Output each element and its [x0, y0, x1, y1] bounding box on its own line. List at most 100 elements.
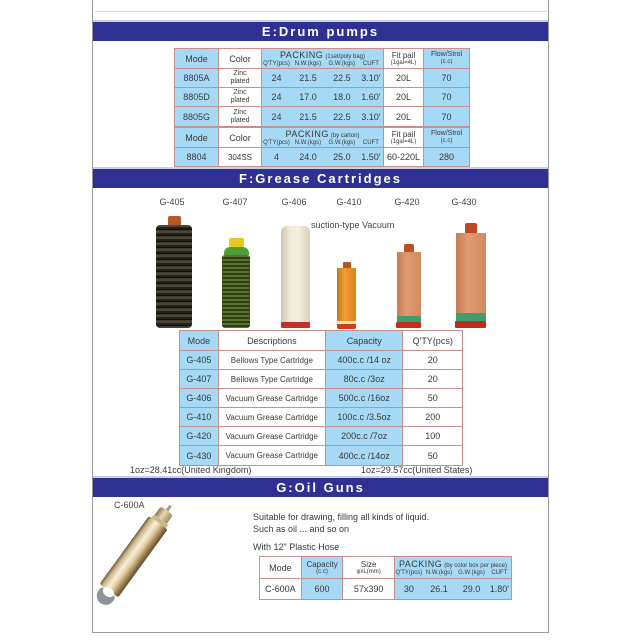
header-mode: Mode [175, 128, 219, 147]
product-label-g420: G-420 [394, 197, 420, 207]
cell-mode: G-430 [180, 446, 219, 465]
header-color: Color [219, 49, 262, 68]
cartridge-g405-image [156, 216, 192, 328]
header-packing: PACKING (by carton) Q'TY(pcs) N.W.(kgs) G… [262, 128, 384, 147]
header-descriptions: Descriptions [219, 331, 326, 350]
cell-description: Bellows Type Cartridge [219, 370, 326, 388]
oil-guns-table: Mode Capacity (c.c) Size φxL(mm) PACKING (b… [259, 556, 512, 600]
table-header-row: Mode Color PACKING (1set/poly bag) Q'TY(p… [175, 49, 469, 69]
desc-line: Suitable for drawing, filling all kinds … [253, 512, 430, 522]
cartridge-base [281, 322, 310, 328]
cartridge-g430-image [455, 223, 486, 328]
cell-flow: 70 [424, 88, 469, 106]
cell-description: Vacuum Grease Cartridge [219, 446, 326, 465]
oil-gun-model-label: C-600A [114, 500, 145, 510]
cell-description: Vacuum Grease Cartridge [219, 408, 326, 426]
cartridge-body [281, 226, 310, 322]
cell-capacity: 80c.c /3oz [325, 370, 404, 388]
desc-line: Such as oil ... and so on [253, 524, 350, 534]
oz-conversion-uk: 1oz=28.41cc(United Kingdom) [130, 465, 252, 475]
table-header-row: Mode Descriptions Capacity Q'TY(pcs) [180, 331, 462, 351]
table-row: 8805A Zinc plated 24 21.5 22.5 3.10' 20L … [175, 69, 469, 88]
cell-size: 57x390 [343, 579, 395, 599]
table-header-row: Mode Color PACKING (by carton) Q'TY(pcs) … [175, 128, 469, 148]
packing-col-nw: N.W.(kgs) [294, 60, 322, 67]
cartridge-cap [228, 238, 244, 247]
header-mode: Mode [180, 331, 219, 350]
cell-flow: 70 [424, 107, 469, 126]
cell-mode: G-405 [180, 351, 219, 369]
catalog-page: E:Drum pumps Mode Color PACKING (1set/pol… [92, 0, 549, 633]
cell-mode: G-410 [180, 408, 219, 426]
header-flow: Flow/Strol (c.c) [424, 49, 469, 68]
cell-description: Vacuum Grease Cartridge [219, 389, 326, 407]
section-header-oil-guns: G:Oil Guns [93, 476, 548, 497]
header-flow: Flow/Strol (c.c) [424, 128, 469, 147]
cartridge-cap [167, 216, 181, 225]
cell-fit-pail: 20L [384, 69, 424, 87]
table-row: G-406 Vacuum Grease Cartridge 500c.c /16… [180, 389, 462, 408]
cell-capacity: 200c.c /7oz [325, 427, 404, 445]
oil-gun-description: Suitable for drawing, filling all kinds … [253, 511, 429, 553]
table-row: G-405 Bellows Type Cartridge 400c.c /14 … [180, 351, 462, 370]
cell-color: Zinc plated [219, 107, 262, 126]
desc-line: With 12" Plastic Hose [253, 542, 340, 552]
cell-fit-pail: 60-220L [384, 148, 424, 166]
cartridge-body [337, 268, 356, 321]
section-title: G:Oil Guns [276, 480, 365, 495]
cell-capacity: 400c.c /14oz [325, 446, 404, 465]
header-packing: PACKING (1set/poly bag) Q'TY(pcs) N.W.(kg… [262, 49, 384, 68]
section-title: E:Drum pumps [261, 24, 380, 39]
cartridge-g410-image [337, 262, 356, 329]
section-title: F:Grease Cartridges [239, 171, 402, 186]
table-header-row: Mode Capacity (c.c) Size φxL(mm) PACKING (b… [260, 557, 511, 579]
cartridge-neck [223, 247, 249, 255]
cartridge-base [337, 324, 356, 329]
packing-title: PACKING [279, 49, 324, 60]
cell-packing: 4 24.0 25.0 1.50' [262, 148, 384, 166]
cell-flow: 70 [424, 69, 469, 87]
header-color: Color [219, 128, 262, 147]
table-row: C-600A 600 57x390 30 26.1 29.0 1.80' [260, 579, 511, 599]
section-header-grease-cartridges: F:Grease Cartridges [93, 167, 548, 188]
header-packing: PACKING (by color box per piece) Q'TY(pcs… [394, 557, 511, 578]
cell-color: Zinc plated [219, 88, 262, 106]
cell-capacity: 600 [301, 579, 344, 599]
cell-packing: 24 17.0 18.0 1.60' [262, 88, 384, 106]
cell-mode: G-406 [180, 389, 219, 407]
cell-qty: 20 [427, 374, 438, 384]
cell-color: Zinc plated [219, 69, 262, 87]
cartridge-cap [403, 244, 414, 252]
header-capacity: Capacity [325, 331, 404, 350]
table-row: G-430 Vacuum Grease Cartridge 400c.c /14… [180, 446, 462, 465]
cell-capacity: 400c.c /14 oz [325, 351, 404, 369]
product-label-g410: G-410 [336, 197, 362, 207]
cartridge-body [455, 233, 486, 313]
header-mode: Mode [175, 49, 219, 68]
header-size: Size φxL(mm) [343, 557, 395, 578]
cartridge-g420-image [396, 244, 421, 328]
cell-flow: 280 [424, 148, 469, 166]
table-row: G-407 Bellows Type Cartridge 80c.c /3oz … [180, 370, 462, 389]
cell-description: Vacuum Grease Cartridge [219, 427, 326, 445]
cell-packing: 24 21.5 22.5 3.10' [262, 69, 384, 87]
cartridge-g406-image [281, 226, 310, 328]
cartridge-body [156, 225, 192, 328]
packing-col-qty: Q'TY(pcs) [263, 60, 290, 67]
cell-mode: 8804 [175, 148, 219, 166]
grease-cartridges-table: Mode Descriptions Capacity Q'TY(pcs) G-4… [179, 330, 463, 466]
suction-type-annotation: suction-type Vacuum [311, 220, 395, 230]
cartridge-cap [464, 223, 477, 233]
cartridge-base [455, 321, 486, 328]
cell-mode: C-600A [260, 579, 302, 599]
cartridge-band [396, 316, 421, 322]
cartridge-body [222, 255, 250, 328]
header-qty: Q'TY(pcs) [412, 335, 453, 346]
header-capacity: Capacity (c.c) [301, 557, 344, 578]
cell-qty: 100 [425, 431, 441, 441]
cell-packing: 24 21.5 22.5 3.10' [262, 107, 384, 126]
product-label-g405: G-405 [159, 197, 185, 207]
cell-qty: 50 [427, 393, 438, 403]
cell-capacity: 500c.c /16oz [325, 389, 404, 407]
cell-mode: G-407 [180, 370, 219, 388]
